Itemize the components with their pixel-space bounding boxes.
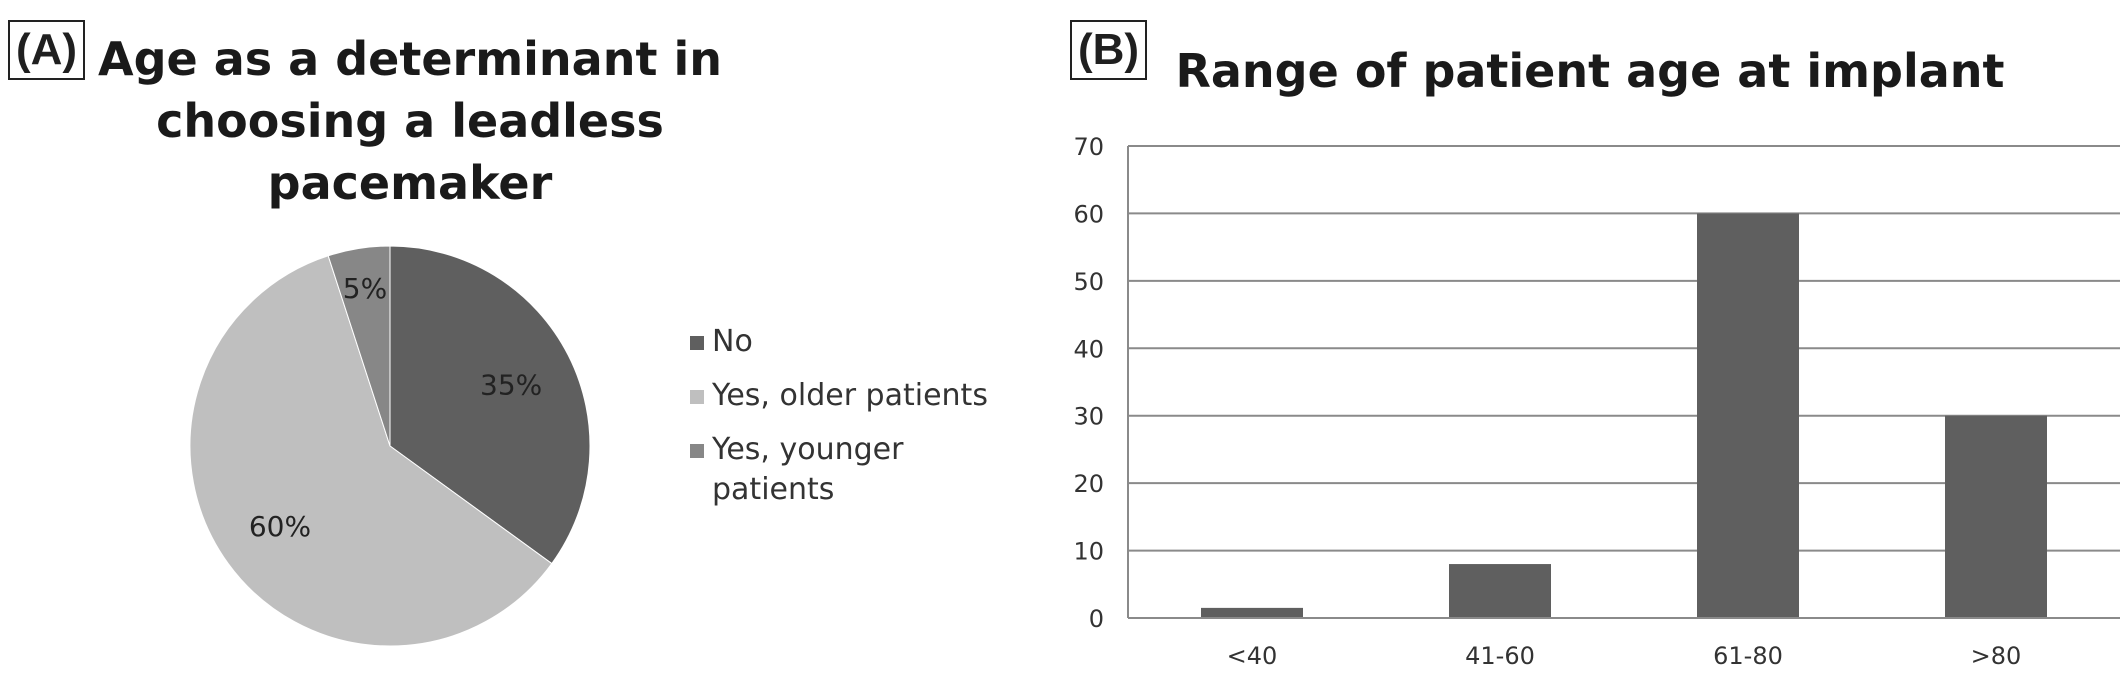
bar-chart-title: Range of patient age at implant — [1175, 44, 2005, 98]
legend-item-no: No — [690, 322, 1010, 362]
y-tick-label: 20 — [1073, 470, 1104, 498]
legend-swatch-no — [690, 336, 704, 350]
pie-chart: 35% 60% 5% — [189, 245, 591, 647]
panel-b-label: (B) — [1070, 20, 1148, 80]
y-tick-label: 30 — [1073, 403, 1104, 431]
x-tick-label: 41-60 — [1465, 642, 1535, 670]
x-tick-label: 61-80 — [1713, 642, 1783, 670]
x-tick-label: <40 — [1227, 642, 1278, 670]
legend-label-no: No — [712, 324, 753, 359]
pie-legend: No Yes, older patients Yes, younger pati… — [690, 322, 1010, 524]
bar-4 — [1945, 415, 2047, 618]
panel-a-label: (A) — [8, 20, 86, 80]
pie-data-label-no: 35% — [480, 368, 542, 401]
panel-b: (B) Range of patient age at implant 0 10 2… — [1040, 0, 2128, 676]
legend-label-yes-older: Yes, older patients — [712, 378, 988, 413]
pie-slice-yes-younger — [327, 245, 391, 447]
pie-data-label-yes-younger: 5% — [343, 272, 387, 305]
legend-item-yes-older: Yes, older patients — [690, 376, 1010, 416]
pie-slice-yes-older — [189, 255, 553, 647]
y-tick-label: 50 — [1073, 268, 1104, 296]
y-tick-label: 60 — [1073, 200, 1104, 228]
bar-3 — [1697, 213, 1799, 618]
legend-item-yes-younger: Yes, younger patients — [690, 430, 1010, 510]
pie-chart-title: Age as a determinant in choosing a leadl… — [98, 32, 722, 210]
bar-2 — [1449, 564, 1551, 618]
pie-data-label-yes-older: 60% — [249, 510, 311, 543]
bar-1 — [1201, 607, 1303, 618]
pie-slice-no — [389, 245, 591, 565]
y-tick-label: 10 — [1073, 538, 1104, 566]
legend-swatch-yes-younger — [690, 444, 704, 458]
bar-chart: 0 10 20 30 40 50 60 70 <40 41-60 61-80 >80 — [1073, 133, 2120, 670]
y-tick-label: 0 — [1089, 605, 1104, 633]
y-tick-label: 70 — [1073, 133, 1104, 161]
legend-label-yes-younger: Yes, younger patients — [712, 432, 904, 507]
x-tick-label: >80 — [1971, 642, 2022, 670]
y-tick-label: 40 — [1073, 335, 1104, 363]
panel-a: (A) Age as a determinant in choosing a l… — [0, 0, 1040, 676]
legend-swatch-yes-older — [690, 390, 704, 404]
